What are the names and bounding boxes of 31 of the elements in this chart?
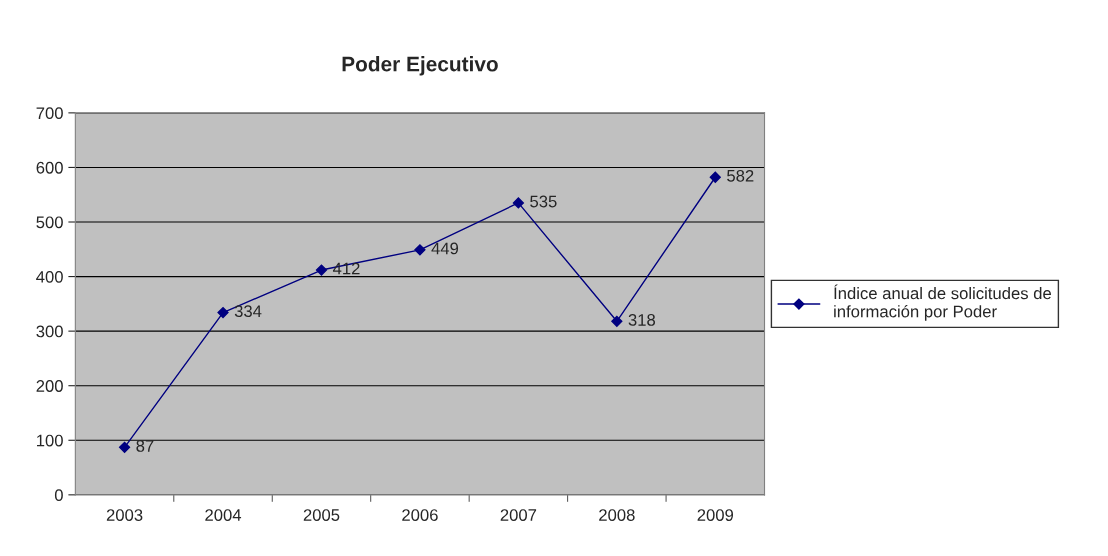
data-label: 87 xyxy=(136,440,154,452)
chart-title: Poder Ejecutivo xyxy=(342,56,498,76)
y-tick-label: 0 xyxy=(54,489,63,502)
data-label: 318 xyxy=(628,313,656,326)
data-label: 412 xyxy=(332,262,360,275)
y-tick-label: 200 xyxy=(36,380,63,392)
y-tick-label: 100 xyxy=(37,434,63,447)
point xyxy=(709,171,721,183)
data-label: 449 xyxy=(431,242,459,255)
point xyxy=(315,264,328,276)
data-label: 535 xyxy=(530,195,557,208)
data-label: 334 xyxy=(234,305,262,318)
legend-label: Índice anual de solicitudes de información por Poder xyxy=(834,284,1052,321)
x-tick-label: 2009 xyxy=(697,509,734,521)
x-tick-label: 2005 xyxy=(303,509,340,521)
x-tick-label: 2004 xyxy=(205,509,242,521)
data-label: 582 xyxy=(727,169,754,182)
y-tick-label: 700 xyxy=(36,107,63,120)
point xyxy=(611,315,623,327)
point xyxy=(217,306,229,319)
x-tick-label: 2003 xyxy=(106,509,143,521)
y-tick-label: 600 xyxy=(36,161,63,174)
x-tick-label: 2007 xyxy=(500,509,537,521)
y-tick-label: 500 xyxy=(36,216,63,229)
x-tick-label: 2006 xyxy=(402,509,438,521)
point xyxy=(118,441,131,453)
y-tick-label: 300 xyxy=(36,325,63,338)
point xyxy=(512,197,524,209)
point xyxy=(414,244,426,256)
y-tick-label: 400 xyxy=(36,270,63,283)
x-tick-label: 2008 xyxy=(599,509,635,521)
